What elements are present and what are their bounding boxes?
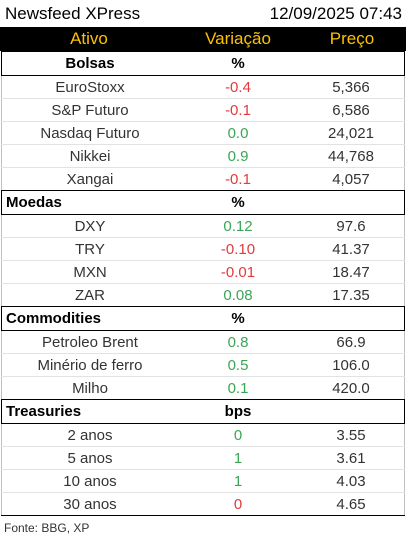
table-row: MXN -0.01 18.47 <box>1 260 405 284</box>
asset-change: -0.10 <box>178 237 298 261</box>
section-spacer <box>298 190 405 215</box>
table-row: Nikkei 0.9 44,768 <box>1 144 405 168</box>
table-row: EuroStoxx -0.4 5,366 <box>1 75 405 99</box>
asset-price: 66.9 <box>298 330 405 354</box>
asset-change: 0 <box>178 423 298 447</box>
asset-change: 0.0 <box>178 121 298 145</box>
asset-name: Nasdaq Futuro <box>1 121 178 145</box>
asset-change: 0 <box>178 492 298 516</box>
asset-name: Milho <box>1 376 178 400</box>
asset-change: 1 <box>178 446 298 470</box>
asset-name: Xangai <box>1 167 178 191</box>
section-spacer <box>298 399 405 424</box>
asset-price: 44,768 <box>298 144 405 168</box>
table-row: S&P Futuro -0.1 6,586 <box>1 98 405 122</box>
table-row: Xangai -0.1 4,057 <box>1 167 405 191</box>
section-name: Treasuries <box>1 399 178 424</box>
asset-price: 3.61 <box>298 446 405 470</box>
asset-price: 97.6 <box>298 214 405 238</box>
section-unit: % <box>178 190 298 215</box>
asset-name: Petroleo Brent <box>1 330 178 354</box>
header-change: Variação <box>205 29 271 48</box>
market-table-body: Bolsas% EuroStoxx -0.4 5,366 S&P Futuro -0.1 6… <box>1 51 405 516</box>
asset-price: 4,057 <box>298 167 405 191</box>
asset-price: 420.0 <box>298 376 405 400</box>
asset-price: 41.37 <box>298 237 405 261</box>
asset-change: -0.1 <box>178 167 298 191</box>
section-spacer <box>298 51 405 76</box>
section-header-commodities: Commodities% <box>1 306 405 331</box>
asset-price: 6,586 <box>298 98 405 122</box>
table-row: Milho 0.1 420.0 <box>1 376 405 400</box>
source-note: Fonte: BBG, XP <box>4 521 90 535</box>
asset-price: 5,366 <box>298 75 405 99</box>
section-name: Commodities <box>1 306 178 331</box>
header-price: Preço <box>329 29 375 48</box>
asset-change: 0.9 <box>178 144 298 168</box>
section-spacer <box>298 306 405 331</box>
asset-name: ZAR <box>1 283 178 307</box>
asset-name: 2 anos <box>1 423 178 447</box>
section-header-bolsas: Bolsas% <box>1 51 405 76</box>
report-title: Newsfeed XPress <box>5 3 141 23</box>
asset-change: -0.01 <box>178 260 298 284</box>
market-table: Bolsas% EuroStoxx -0.4 5,366 S&P Futuro -0.1 6… <box>1 51 405 516</box>
table-row: 2 anos 0 3.55 <box>1 423 405 447</box>
asset-name: MXN <box>1 260 178 284</box>
asset-price: 24,021 <box>298 121 405 145</box>
asset-change: 0.1 <box>178 376 298 400</box>
report-datetime: 12/09/2025 07:43 <box>269 3 402 23</box>
table-row: DXY 0.12 97.6 <box>1 214 405 238</box>
table-row: 30 anos 0 4.65 <box>1 492 405 516</box>
asset-name: 30 anos <box>1 492 178 516</box>
asset-change: -0.1 <box>178 98 298 122</box>
asset-price: 18.47 <box>298 260 405 284</box>
section-unit: % <box>178 306 298 331</box>
section-name: Moedas <box>1 190 178 215</box>
title-bar: Newsfeed XPress 12/09/2025 07:43 <box>0 0 406 27</box>
asset-change: -0.4 <box>178 75 298 99</box>
table-row: Petroleo Brent 0.8 66.9 <box>1 330 405 354</box>
table-row: TRY -0.10 41.37 <box>1 237 405 261</box>
asset-change: 0.8 <box>178 330 298 354</box>
asset-price: 3.55 <box>298 423 405 447</box>
asset-name: Minério de ferro <box>1 353 178 377</box>
asset-name: TRY <box>1 237 178 261</box>
asset-price: 17.35 <box>298 283 405 307</box>
asset-change: 0.5 <box>178 353 298 377</box>
section-name: Bolsas <box>1 51 178 76</box>
asset-name: 5 anos <box>1 446 178 470</box>
section-unit: % <box>178 51 298 76</box>
asset-change: 0.08 <box>178 283 298 307</box>
asset-change: 1 <box>178 469 298 493</box>
table-row: ZAR 0.08 17.35 <box>1 283 405 307</box>
section-unit: bps <box>178 399 298 424</box>
table-row: 5 anos 1 3.61 <box>1 446 405 470</box>
table-row: Nasdaq Futuro 0.0 24,021 <box>1 121 405 145</box>
asset-price: 4.65 <box>298 492 405 516</box>
asset-price: 4.03 <box>298 469 405 493</box>
asset-change: 0.12 <box>178 214 298 238</box>
asset-name: 10 anos <box>1 469 178 493</box>
column-header: Ativo Variação Preço <box>0 27 406 51</box>
asset-name: DXY <box>1 214 178 238</box>
table-row: Minério de ferro 0.5 106.0 <box>1 353 405 377</box>
asset-price: 106.0 <box>298 353 405 377</box>
header-asset: Ativo <box>70 29 108 48</box>
section-header-treasuries: Treasuries bps <box>1 399 405 424</box>
section-header-moedas: Moedas% <box>1 190 405 215</box>
table-row: 10 anos 1 4.03 <box>1 469 405 493</box>
asset-name: S&P Futuro <box>1 98 178 122</box>
asset-name: Nikkei <box>1 144 178 168</box>
asset-name: EuroStoxx <box>1 75 178 99</box>
